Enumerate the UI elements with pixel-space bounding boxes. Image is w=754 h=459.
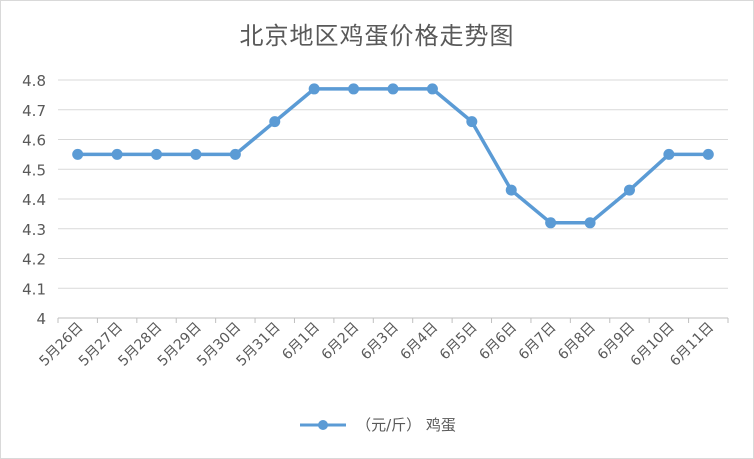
- x-tick-label: 6月4日: [398, 320, 442, 364]
- legend: （元/斤） 鸡蛋: [0, 414, 754, 435]
- y-tick-label: 4: [36, 310, 46, 328]
- legend-swatch: [300, 419, 347, 430]
- data-point: [111, 148, 123, 160]
- x-tick-label: 6月3日: [358, 320, 402, 364]
- chart-title: 北京地区鸡蛋价格走势图: [239, 22, 515, 50]
- y-tick-label: 4.8: [22, 72, 46, 90]
- data-point: [545, 217, 557, 229]
- x-tick-label: 6月6日: [476, 320, 520, 364]
- y-tick-label: 4.1: [22, 280, 46, 298]
- x-tick-label: 6月8日: [555, 320, 599, 364]
- data-point: [229, 148, 241, 160]
- data-point: [387, 83, 399, 95]
- y-tick-label: 4.5: [22, 161, 46, 179]
- x-tick-label: 6月11日: [667, 320, 717, 370]
- data-point: [505, 184, 517, 196]
- x-tick-label: 6月2日: [319, 320, 363, 364]
- y-tick-label: 4.4: [22, 191, 46, 209]
- data-point: [623, 184, 635, 196]
- data-point: [151, 148, 163, 160]
- data-point: [426, 83, 438, 95]
- x-tick-label: 6月1日: [279, 320, 323, 364]
- x-tick-label: 5月31日: [234, 320, 284, 370]
- legend-label: （元/斤） 鸡蛋: [356, 416, 456, 434]
- data-point: [663, 148, 675, 160]
- x-tick-label: 6月7日: [516, 320, 560, 364]
- y-tick-label: 4.6: [22, 132, 46, 150]
- x-axis: [57, 317, 729, 323]
- series-layer: [72, 83, 714, 229]
- y-tick-label: 4.2: [22, 251, 46, 269]
- x-axis-tick-labels: 5月26日5月27日5月28日5月29日5月30日5月31日6月1日6月2日6月…: [37, 320, 718, 370]
- data-point: [308, 83, 320, 95]
- data-point: [269, 116, 281, 128]
- data-point: [466, 116, 478, 128]
- y-tick-label: 4.3: [22, 221, 46, 239]
- data-point: [190, 148, 202, 160]
- data-point: [72, 148, 84, 160]
- y-axis-tick-labels: 4 4.1 4.2 4.3 4.4 4.5 4.6 4.7 4.8: [22, 72, 46, 328]
- y-tick-label: 4.7: [22, 102, 46, 120]
- x-tick-label: 6月5日: [437, 320, 481, 364]
- data-point: [584, 217, 596, 229]
- series-line: [75, 87, 711, 225]
- gridlines: [58, 79, 728, 289]
- data-point: [702, 148, 714, 160]
- data-point: [348, 83, 360, 95]
